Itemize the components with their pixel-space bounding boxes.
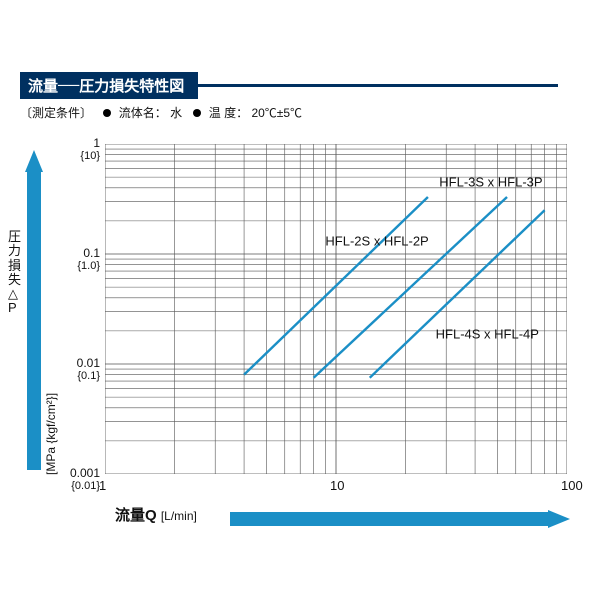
x-tick: 10 [330,478,344,493]
series-label-2: HFL-4S x HFL-4P [436,327,539,342]
x-axis-unit: [L/min] [161,509,197,523]
y-tick: 0.1 [56,246,100,260]
fluid-value: 水 [170,106,182,120]
bullet-icon [193,109,201,117]
chart-title-bar: 流量 ── 圧力損失特性図 [20,72,558,98]
y-tick: 0.01 [56,356,100,370]
y-tick: 0.001 [56,466,100,480]
y-axis-arrow-icon [25,150,43,470]
title-dash: ── [58,77,79,94]
y-tick-sub: {0.1} [56,370,100,382]
y-axis-unit: [MPa {kgf/cm²}] [44,393,58,475]
title-right: 圧力損失特性図 [79,75,184,96]
temp-label: 温 度： [209,106,248,120]
title-left: 流量 [28,75,58,96]
y-tick-sub: {0.01} [56,480,100,492]
measurement-conditions: 〔測定条件〕 流体名： 水 温 度： 20℃±5℃ [20,104,302,121]
y-tick: 1 [56,136,100,150]
fluid-label: 流体名： [119,106,167,120]
series-label-0: HFL-2S x HFL-2P [325,233,428,248]
chart-title: 流量 ── 圧力損失特性図 [20,72,198,99]
cond-label: 〔測定条件〕 [20,106,92,120]
y-axis-label-vertical: 圧力損失△P [8,230,26,316]
x-tick: 100 [561,478,583,493]
x-axis-arrow-icon [230,510,570,528]
temp-value: 20℃±5℃ [251,106,302,120]
x-axis-label-text: 流量Q [115,507,157,524]
title-underline [198,84,558,87]
y-tick-sub: {1.0} [56,260,100,272]
series-label-1: HFL-3S x HFL-3P [439,175,542,190]
x-tick: 1 [99,478,106,493]
x-axis-label: 流量Q [L/min] [115,504,197,525]
bullet-icon [103,109,111,117]
chart-plot-area: HFL-2S x HFL-2P HFL-3S x HFL-3P HFL-4S x H… [105,144,567,474]
y-tick-sub: {10} [56,150,100,162]
